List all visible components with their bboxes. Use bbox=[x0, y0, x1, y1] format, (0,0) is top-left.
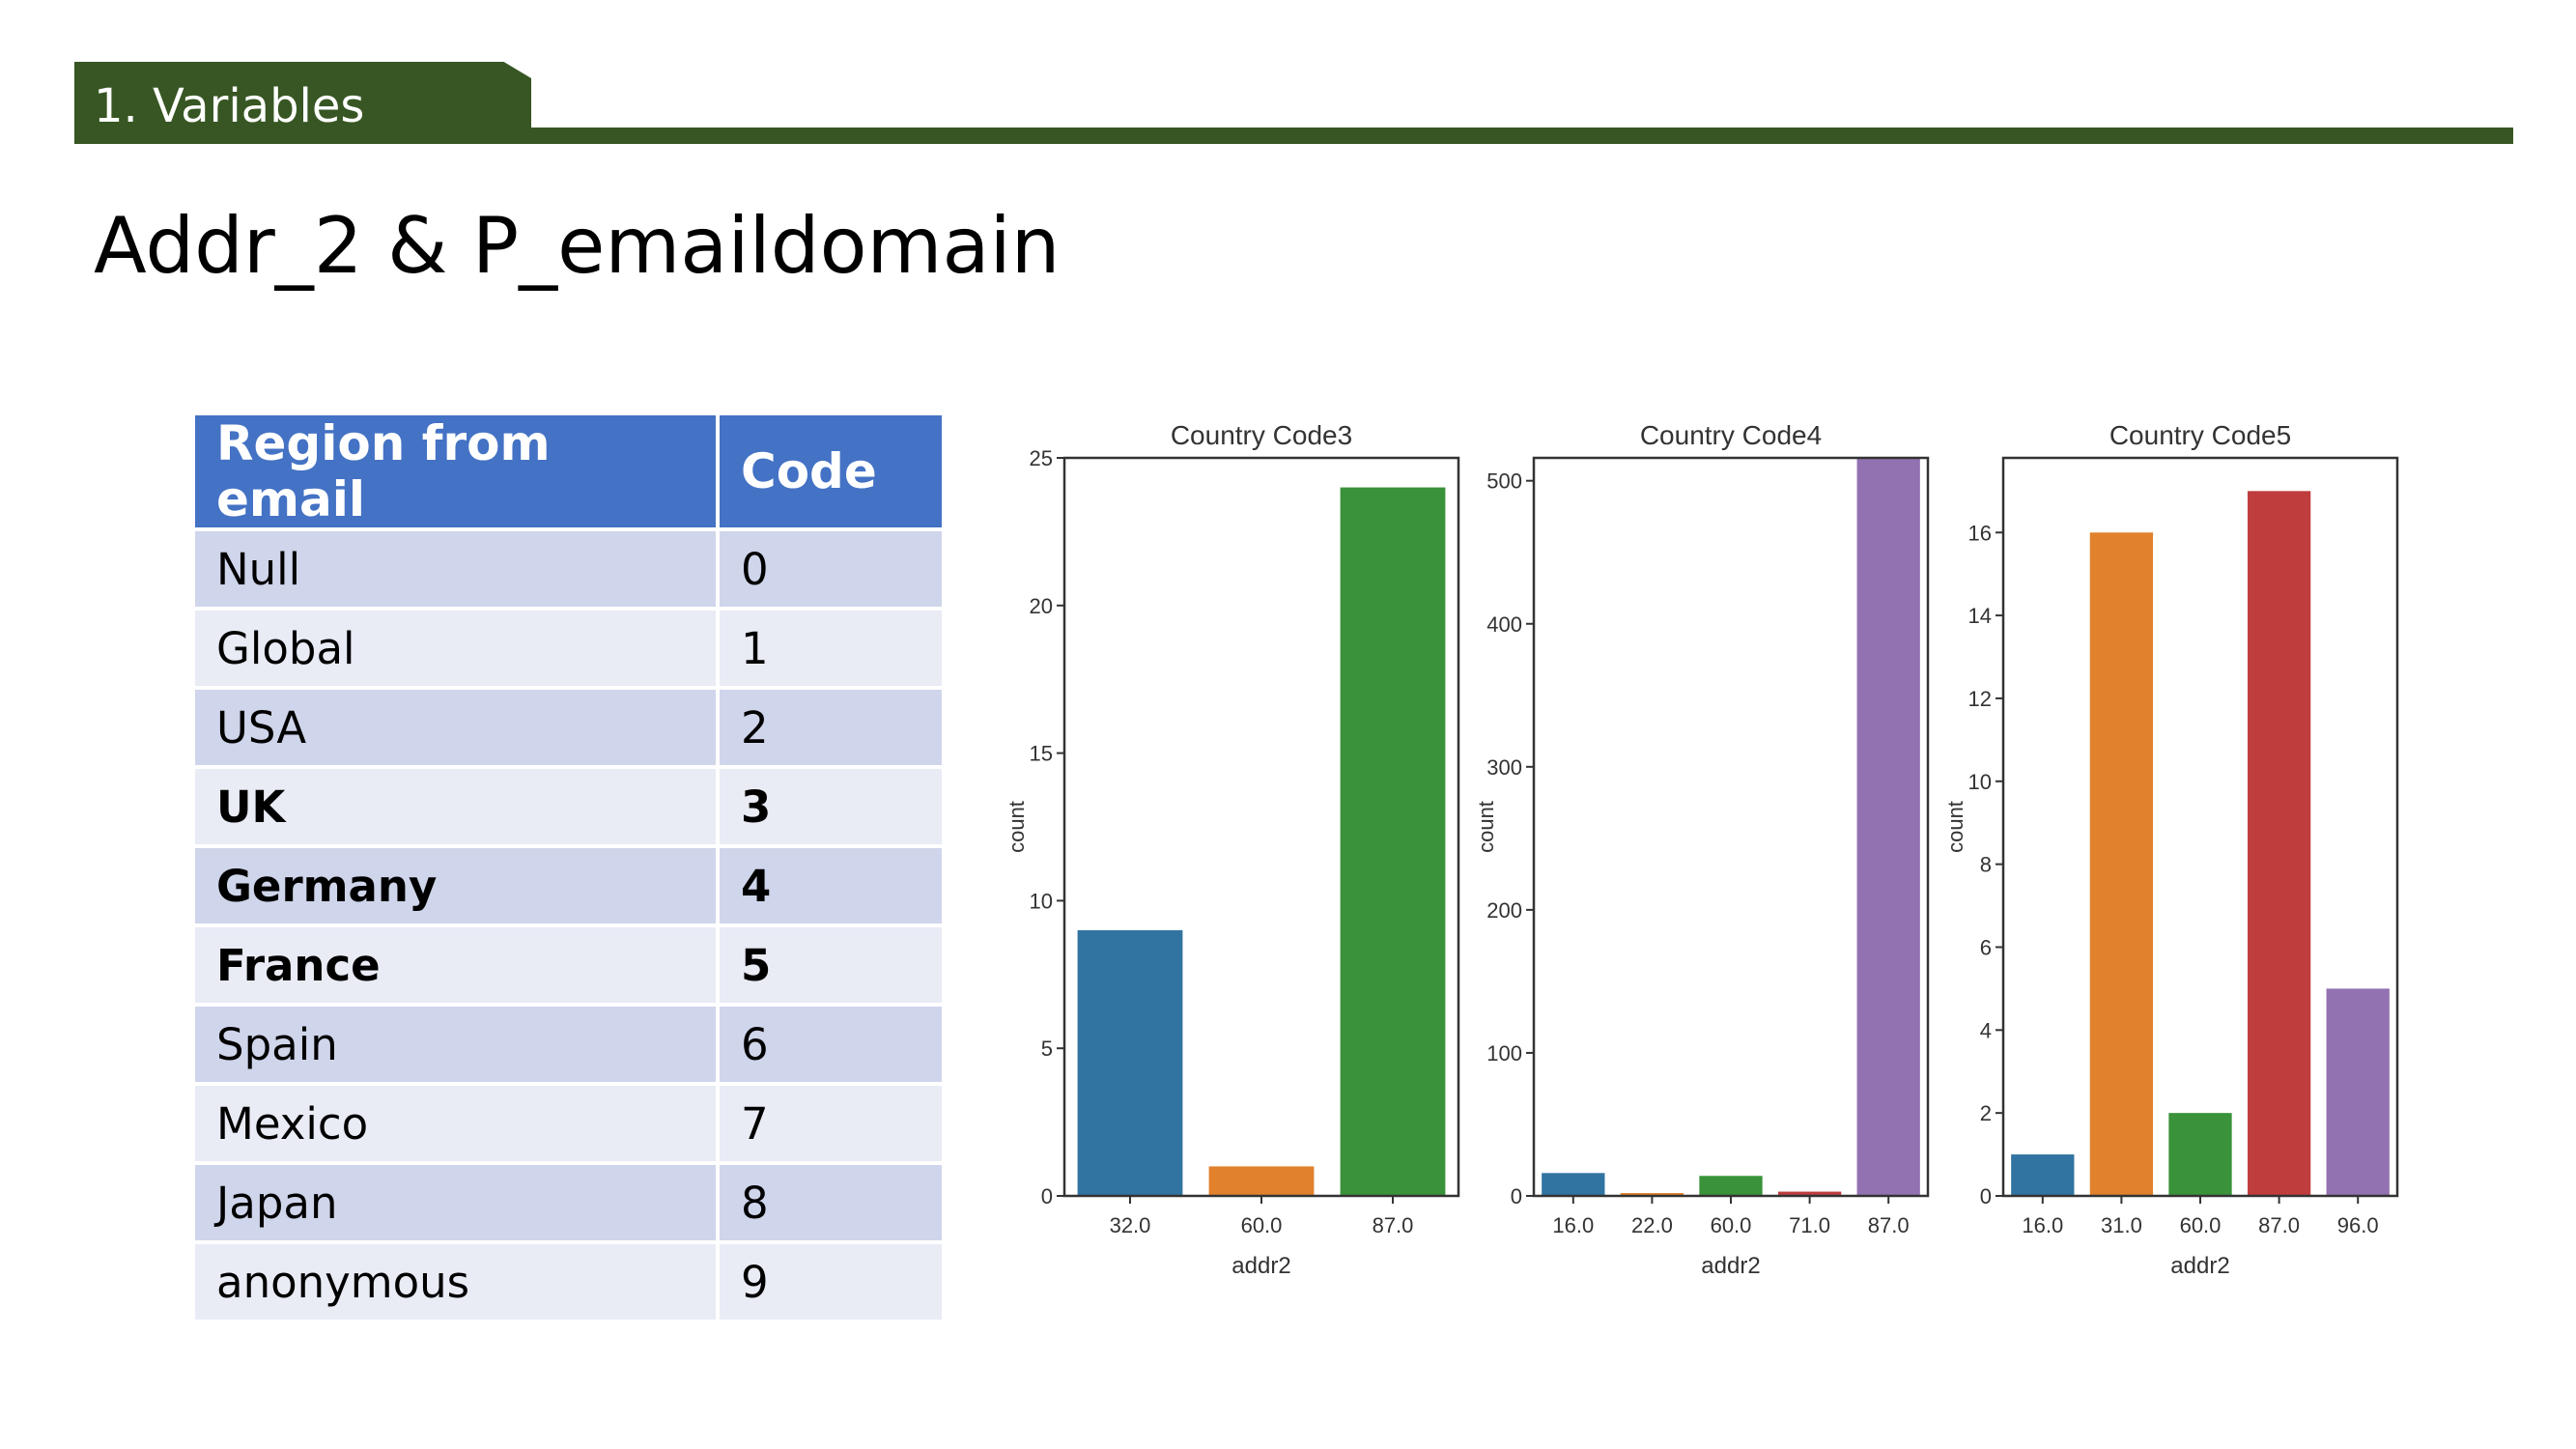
y-tick-label: 20 bbox=[1030, 594, 1053, 618]
y-tick-label: 0 bbox=[1041, 1184, 1053, 1208]
code-cell: 5 bbox=[720, 927, 942, 1003]
bar-96-0 bbox=[2326, 988, 2390, 1196]
y-tick-label: 200 bbox=[1486, 898, 1522, 923]
y-tick-label: 100 bbox=[1486, 1041, 1522, 1065]
table-row: UK 3 bbox=[195, 769, 942, 844]
x-axis-label: addr2 bbox=[2170, 1253, 2229, 1279]
region-cell: Spain bbox=[195, 1007, 716, 1082]
code-cell: 9 bbox=[720, 1244, 942, 1320]
region-cell: USA bbox=[195, 690, 716, 765]
table-row: France 5 bbox=[195, 927, 942, 1003]
x-tick-label: 60.0 bbox=[1241, 1213, 1283, 1237]
code-cell: 0 bbox=[720, 531, 942, 607]
y-axis-label: count bbox=[1474, 801, 1498, 853]
y-tick-label: 15 bbox=[1030, 742, 1053, 766]
y-tick-label: 25 bbox=[1030, 446, 1053, 470]
y-tick-label: 10 bbox=[1968, 770, 1992, 794]
y-tick-label: 2 bbox=[1980, 1101, 1992, 1125]
x-tick-label: 96.0 bbox=[2337, 1213, 2379, 1237]
code-cell: 2 bbox=[720, 690, 942, 765]
slide-title: Addr_2 & P_emaildomain bbox=[94, 201, 1061, 291]
plot-frame bbox=[1532, 456, 1930, 1198]
x-tick-label: 22.0 bbox=[1631, 1213, 1673, 1237]
x-axis-label: addr2 bbox=[1231, 1253, 1290, 1279]
region-cell: Germany bbox=[195, 848, 716, 923]
table-row: Mexico 7 bbox=[195, 1086, 942, 1161]
code-cell: 8 bbox=[720, 1165, 942, 1240]
x-tick-label: 60.0 bbox=[2180, 1213, 2222, 1237]
bar-87-0 bbox=[1340, 487, 1446, 1196]
region-code-table: Region from email Code Null 0 Global 1 USA 2 U… bbox=[191, 412, 946, 1323]
y-tick-label: 0 bbox=[1511, 1184, 1522, 1208]
chart-title: Country Code5 bbox=[2109, 420, 2291, 450]
bar-87-0 bbox=[2247, 491, 2311, 1196]
country-code4-chart: Country Code4 count addr2 0 100 200 300 400 500 1… bbox=[1474, 420, 1930, 1279]
code-cell: 3 bbox=[720, 769, 942, 844]
column-header-code: Code bbox=[720, 415, 942, 527]
table-row: Spain 6 bbox=[195, 1007, 942, 1082]
x-tick-label: 31.0 bbox=[2101, 1213, 2142, 1237]
y-tick-label: 16 bbox=[1968, 521, 1992, 545]
y-tick-label: 10 bbox=[1030, 889, 1053, 913]
y-axis-label: count bbox=[1943, 801, 1967, 853]
region-cell: France bbox=[195, 927, 716, 1003]
y-axis-label: count bbox=[1005, 801, 1029, 853]
y-tick-label: 4 bbox=[1980, 1018, 1992, 1042]
plot-frame bbox=[2001, 456, 2399, 1198]
y-tick-label: 0 bbox=[1980, 1184, 1992, 1208]
x-tick-label: 60.0 bbox=[1711, 1213, 1752, 1237]
bar-32-0 bbox=[1077, 929, 1183, 1196]
code-cell: 7 bbox=[720, 1086, 942, 1161]
bar-87-0 bbox=[1856, 458, 1920, 1196]
table-row: Null 0 bbox=[195, 531, 942, 607]
bar-16-0 bbox=[1542, 1173, 1605, 1196]
table-header-row: Region from email Code bbox=[195, 415, 942, 527]
region-cell: UK bbox=[195, 769, 716, 844]
table-row: USA 2 bbox=[195, 690, 942, 765]
table-row: anonymous 9 bbox=[195, 1244, 942, 1320]
chart-title: Country Code4 bbox=[1640, 420, 1822, 450]
bar-16-0 bbox=[2011, 1154, 2075, 1196]
bar-71-0 bbox=[1777, 1191, 1842, 1196]
y-tick-label: 12 bbox=[1968, 687, 1992, 711]
code-cell: 6 bbox=[720, 1007, 942, 1082]
section-label: 1. Variables bbox=[94, 79, 365, 133]
y-tick-label: 500 bbox=[1486, 469, 1522, 494]
y-tick-label: 8 bbox=[1980, 853, 1992, 877]
x-tick-label: 16.0 bbox=[2022, 1213, 2063, 1237]
region-cell: Null bbox=[195, 531, 716, 607]
x-tick-label: 16.0 bbox=[1552, 1213, 1594, 1237]
table-row: Global 1 bbox=[195, 611, 942, 686]
code-cell: 1 bbox=[720, 611, 942, 686]
x-tick-label: 87.0 bbox=[1868, 1213, 1910, 1237]
header-rule bbox=[74, 128, 2513, 144]
y-tick-label: 400 bbox=[1486, 612, 1522, 637]
bar-60-0 bbox=[2168, 1113, 2232, 1196]
y-tick-label: 14 bbox=[1968, 604, 1992, 628]
country-code5-chart: Country Code5 count addr2 0 2 4 6 8 10 12 14 16 16.0… bbox=[1943, 420, 2399, 1279]
table-row: Japan 8 bbox=[195, 1165, 942, 1240]
x-axis-label: addr2 bbox=[1701, 1253, 1760, 1279]
bar-60-0 bbox=[1699, 1176, 1763, 1196]
y-tick-label: 5 bbox=[1041, 1037, 1053, 1061]
region-cell: Japan bbox=[195, 1165, 716, 1240]
bar-31-0 bbox=[2089, 532, 2154, 1196]
x-tick-label: 87.0 bbox=[1373, 1213, 1414, 1237]
column-header-region: Region from email bbox=[195, 415, 716, 527]
country-code3-chart: Country Code3 count addr2 0 5 10 15 20 25 32.0 60.… bbox=[1005, 420, 1460, 1279]
plot-frame bbox=[1062, 456, 1460, 1198]
x-tick-label: 32.0 bbox=[1110, 1213, 1151, 1237]
chart-title: Country Code3 bbox=[1171, 420, 1352, 450]
region-cell: anonymous bbox=[195, 1244, 716, 1320]
bar-22-0 bbox=[1620, 1193, 1684, 1196]
y-tick-label: 300 bbox=[1486, 755, 1522, 780]
table-row: Germany 4 bbox=[195, 848, 942, 923]
region-cell: Global bbox=[195, 611, 716, 686]
x-tick-label: 87.0 bbox=[2258, 1213, 2300, 1237]
x-tick-label: 71.0 bbox=[1789, 1213, 1830, 1237]
bar-60-0 bbox=[1208, 1166, 1315, 1196]
y-tick-label: 6 bbox=[1980, 935, 1992, 959]
region-cell: Mexico bbox=[195, 1086, 716, 1161]
code-cell: 4 bbox=[720, 848, 942, 923]
